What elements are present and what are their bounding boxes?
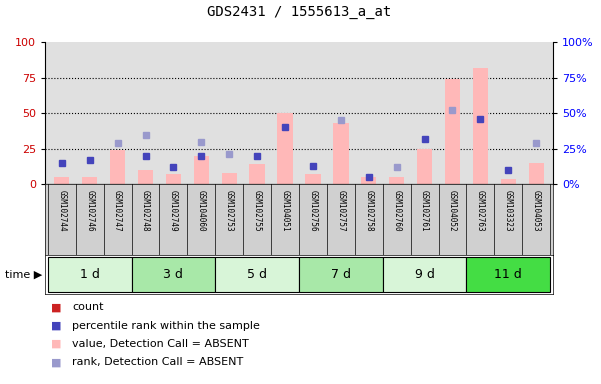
Bar [389,177,404,184]
Text: count: count [72,302,103,312]
Text: ■: ■ [51,321,61,331]
Text: percentile rank within the sample: percentile rank within the sample [72,321,260,331]
Text: GSM102756: GSM102756 [308,190,317,232]
Text: 11 d: 11 d [495,268,522,281]
Bar [194,156,209,184]
Text: GSM102761: GSM102761 [420,190,429,232]
Text: GSM102763: GSM102763 [476,190,485,232]
FancyBboxPatch shape [48,257,132,292]
Text: GSM102753: GSM102753 [225,190,234,232]
Bar [249,164,265,184]
Text: GSM102744: GSM102744 [57,190,66,232]
Bar [361,177,376,184]
FancyBboxPatch shape [132,257,215,292]
Text: GSM104052: GSM104052 [448,190,457,232]
Text: GSM104053: GSM104053 [532,190,541,232]
Bar [110,150,125,184]
Text: GSM103323: GSM103323 [504,190,513,232]
Text: GSM102757: GSM102757 [337,190,346,232]
Text: GSM104051: GSM104051 [281,190,290,232]
Text: GSM102749: GSM102749 [169,190,178,232]
Text: 3 d: 3 d [163,268,183,281]
Text: 1 d: 1 d [80,268,100,281]
FancyBboxPatch shape [466,257,550,292]
Text: rank, Detection Call = ABSENT: rank, Detection Call = ABSENT [72,358,243,367]
Bar [501,179,516,184]
Bar [305,174,320,184]
Bar [82,177,97,184]
Bar [54,177,70,184]
Bar [417,149,432,184]
Bar [222,173,237,184]
Text: 5 d: 5 d [247,268,267,281]
Text: GSM102760: GSM102760 [392,190,401,232]
Bar [445,79,460,184]
Bar [166,174,181,184]
Text: value, Detection Call = ABSENT: value, Detection Call = ABSENT [72,339,249,349]
Text: GSM102746: GSM102746 [85,190,94,232]
Text: GSM102755: GSM102755 [252,190,261,232]
Text: 7 d: 7 d [331,268,351,281]
Bar [333,123,349,184]
Text: GSM102747: GSM102747 [113,190,122,232]
Text: GSM102758: GSM102758 [364,190,373,232]
Text: ■: ■ [51,339,61,349]
Text: ■: ■ [51,302,61,312]
Text: 9 d: 9 d [415,268,435,281]
FancyBboxPatch shape [383,257,466,292]
Text: GSM102748: GSM102748 [141,190,150,232]
Bar [473,68,488,184]
FancyBboxPatch shape [215,257,299,292]
Bar [138,170,153,184]
Text: GSM104060: GSM104060 [197,190,206,232]
FancyBboxPatch shape [299,257,383,292]
Bar [278,113,293,184]
Text: ■: ■ [51,358,61,367]
Text: GDS2431 / 1555613_a_at: GDS2431 / 1555613_a_at [207,5,391,19]
Bar [528,163,544,184]
Text: time ▶: time ▶ [5,270,42,280]
